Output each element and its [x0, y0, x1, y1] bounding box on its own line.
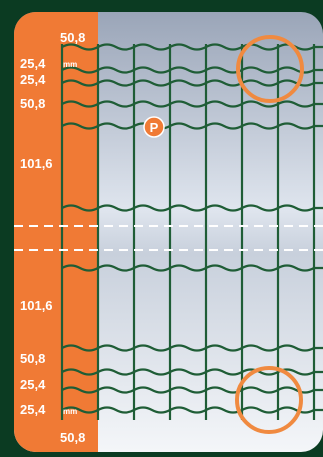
horizontal-wire: [61, 344, 323, 352]
horizontal-wire: [61, 368, 323, 376]
p-marker-badge: [143, 116, 165, 138]
horizontal-wire: [61, 406, 323, 414]
label-top-50-8: 50,8: [60, 30, 85, 45]
label-bottom-50-8-b: 50,8: [60, 430, 85, 445]
horizontal-wire: [61, 100, 323, 108]
label-bottom-101-6: 101,6: [20, 298, 53, 313]
label-bottom-mm: mm: [63, 407, 77, 416]
label-bottom-25-4-b: 25,4: [20, 402, 46, 417]
label-bottom-50-8: 50,8: [20, 351, 45, 366]
detail-circle-bottom: [235, 366, 303, 434]
wire-mesh: [60, 43, 323, 420]
label-top-mm: mm: [63, 60, 77, 69]
detail-circle-top: [236, 35, 304, 103]
horizontal-wire: [61, 204, 323, 212]
horizontal-wire: [61, 122, 323, 130]
label-bottom-25-4-a: 25,4: [20, 377, 46, 392]
horizontal-wire: [61, 386, 323, 394]
p-marker-letter: P: [150, 120, 159, 135]
horizontal-wire: [61, 264, 323, 272]
label-top-50-8-b: 50,8: [20, 96, 45, 111]
label-top-25-4-a: 25,4: [20, 56, 46, 71]
horizontal-wire: [61, 66, 323, 74]
horizontal-wire: [61, 43, 323, 51]
horizontal-wire: [61, 79, 323, 87]
label-top-25-4-b: 25,4: [20, 72, 46, 87]
label-top-101-6: 101,6: [20, 156, 53, 171]
